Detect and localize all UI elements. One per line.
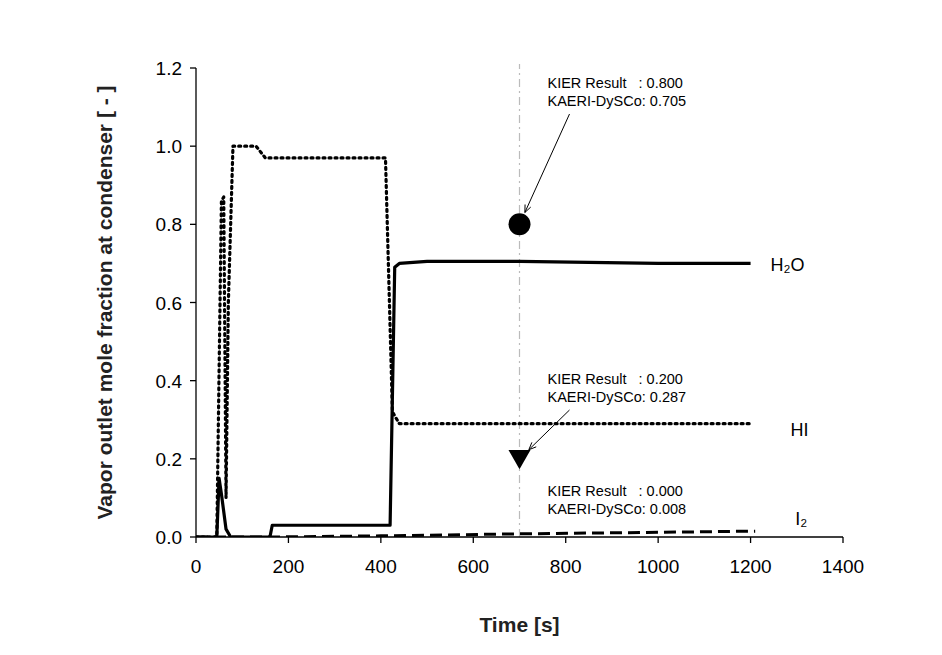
annotation-arrow-head bbox=[525, 204, 531, 212]
x-tick bbox=[842, 537, 843, 543]
series-line bbox=[196, 531, 755, 537]
series-line bbox=[196, 146, 751, 537]
x-tick-label: 600 bbox=[457, 556, 489, 577]
x-tick-label: 200 bbox=[273, 556, 305, 577]
x-tick-label: 400 bbox=[365, 556, 397, 577]
annotation-text: KAERI-DySCo: 0.705 bbox=[548, 93, 687, 109]
marker-group bbox=[509, 450, 531, 469]
x-tick-label: 1400 bbox=[822, 556, 864, 577]
y-tick-label: 0.0 bbox=[156, 527, 182, 548]
y-tick bbox=[190, 380, 196, 381]
chart: 0.0 0.2 0.4 0.6 0.8 1.0 1.2 0 200 400 600 800 1000 12… bbox=[0, 0, 942, 655]
x-tick-label: 1000 bbox=[637, 556, 679, 577]
y-tick bbox=[190, 458, 196, 459]
y-tick-label: 0.4 bbox=[156, 371, 183, 392]
y-tick-label: 0.2 bbox=[156, 449, 182, 470]
y-tick-label: 0.6 bbox=[156, 293, 182, 314]
x-tick-label: 800 bbox=[550, 556, 582, 577]
x-tick-label: 0 bbox=[191, 556, 202, 577]
y-tick bbox=[190, 146, 196, 147]
annotation-arrow-head bbox=[529, 442, 536, 449]
kier-marker bbox=[509, 213, 531, 235]
x-tick bbox=[750, 537, 751, 543]
annotation-text: KIER Result : 0.800 bbox=[548, 75, 683, 91]
series-line bbox=[196, 261, 751, 537]
series-label: HI bbox=[791, 420, 809, 440]
y-tick bbox=[190, 536, 196, 537]
x-axis-title: Time [s] bbox=[479, 613, 559, 636]
y-tick-label: 0.8 bbox=[156, 214, 182, 235]
x-tick bbox=[657, 537, 658, 543]
annotation-text: KAERI-DySCo: 0.287 bbox=[548, 389, 687, 405]
annotation-text: KIER Result : 0.200 bbox=[548, 371, 683, 387]
x-tick bbox=[473, 537, 474, 543]
kier-marker bbox=[509, 450, 531, 469]
x-tick bbox=[380, 537, 381, 543]
x-tick-label: 1200 bbox=[729, 556, 771, 577]
y-tick bbox=[190, 67, 196, 68]
marker-group bbox=[509, 213, 531, 235]
annotation-arrow bbox=[525, 114, 570, 212]
series-label: H₂O bbox=[771, 255, 805, 275]
x-tick bbox=[565, 537, 566, 543]
annotation-arrow bbox=[529, 410, 570, 450]
y-axis-title: Vapor outlet mole fraction at condenser … bbox=[93, 85, 116, 519]
series-group bbox=[196, 146, 755, 537]
series-label: I₂ bbox=[795, 509, 807, 529]
y-tick bbox=[190, 224, 196, 225]
y-tick-label: 1.0 bbox=[156, 136, 182, 157]
x-tick bbox=[195, 537, 196, 543]
annotation-text: KIER Result : 0.000 bbox=[548, 483, 683, 499]
annotation-text: KAERI-DySCo: 0.008 bbox=[548, 501, 687, 517]
x-tick bbox=[288, 537, 289, 543]
y-tick-label: 1.2 bbox=[156, 58, 182, 79]
y-tick bbox=[190, 302, 196, 303]
